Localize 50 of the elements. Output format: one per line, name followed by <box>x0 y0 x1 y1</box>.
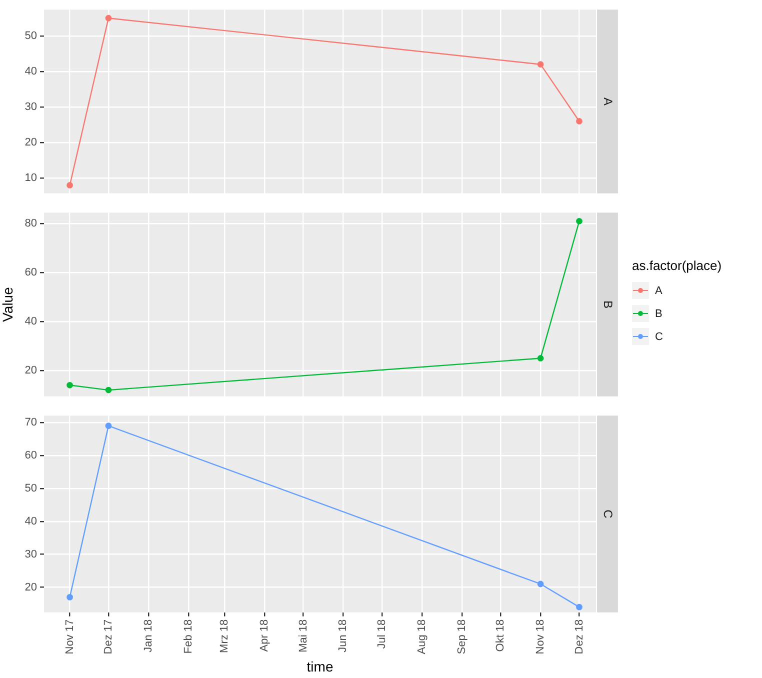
x-tick-label: Nov 17 <box>64 619 76 654</box>
y-tick-label: 40 <box>24 316 37 328</box>
y-tick-label: 20 <box>24 364 37 376</box>
legend-label: A <box>655 284 662 296</box>
x-tick-label: Jun 18 <box>337 619 350 652</box>
text: A <box>601 97 616 106</box>
x-axis-title: time <box>306 658 334 674</box>
point <box>105 422 112 430</box>
text: C <box>601 510 616 518</box>
y-tick-label: 60 <box>24 450 37 462</box>
y-tick-label: 30 <box>24 101 37 114</box>
point <box>105 14 112 22</box>
point <box>105 386 112 394</box>
point <box>66 594 73 600</box>
y-tick-label: 20 <box>24 136 37 149</box>
text: B <box>601 300 616 309</box>
y-tick-label: 10 <box>24 172 37 184</box>
x-tick-label: Dez 18 <box>573 619 586 654</box>
y-tick-label: 30 <box>24 548 37 560</box>
y-tick-label: 50 <box>24 30 37 42</box>
x-tick-label: Sep 18 <box>456 619 468 654</box>
point <box>576 218 582 224</box>
x-tick-label: Jan 18 <box>142 619 154 652</box>
y-tick-label: 70 <box>24 416 37 429</box>
legend-label: B <box>655 308 662 320</box>
x-tick-label: Feb 18 <box>182 619 194 654</box>
x-tick-label: Nov 18 <box>534 619 547 654</box>
x-tick-label: Dez 17 <box>102 619 115 654</box>
point <box>66 182 73 188</box>
legend-label: C <box>655 330 663 342</box>
x-tick-label: Apr 18 <box>258 619 271 652</box>
y-tick-label: 50 <box>24 482 37 494</box>
point <box>537 61 544 68</box>
x-tick-label: Jul 18 <box>376 619 388 649</box>
x-tick-label: Mai 18 <box>297 619 310 652</box>
point <box>576 118 582 124</box>
y-tick-label: 60 <box>24 266 37 279</box>
legend-title: as.factor(place) <box>632 258 722 273</box>
y-tick-label: 20 <box>24 581 37 594</box>
y-axis-title: Value <box>0 286 16 322</box>
y-tick-label: 80 <box>24 218 37 230</box>
point <box>66 382 73 388</box>
point <box>576 604 582 610</box>
point <box>537 355 544 362</box>
y-tick-label: 40 <box>24 65 37 78</box>
point <box>537 580 544 588</box>
x-tick-label: Mrz 18 <box>218 619 231 653</box>
y-tick-label: 40 <box>24 515 37 528</box>
x-tick-label: Okt 18 <box>494 619 507 652</box>
x-tick-label: Aug 18 <box>416 619 428 654</box>
